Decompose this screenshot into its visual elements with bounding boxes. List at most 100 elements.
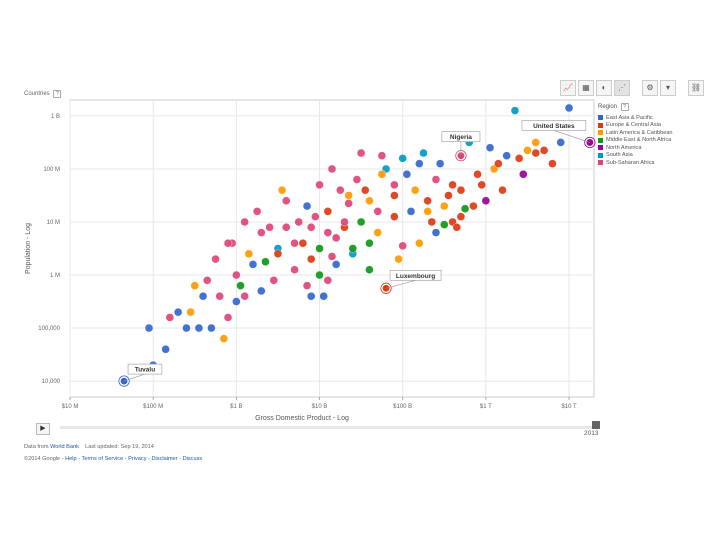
data-point: [531, 138, 540, 147]
data-point: [452, 223, 461, 232]
data-point: [211, 254, 220, 264]
bubble-chart-icon[interactable]: ⋰: [614, 80, 630, 96]
data-point: [481, 196, 491, 205]
help-icon[interactable]: ?: [620, 103, 629, 111]
help-link[interactable]: Help: [65, 456, 77, 462]
data-point: [361, 185, 370, 195]
data-point: [319, 292, 328, 301]
data-point: [223, 238, 233, 248]
data-point: [290, 238, 299, 248]
data-point: [365, 265, 374, 274]
legend-swatch: [598, 160, 603, 166]
data-point: [240, 217, 249, 227]
legend-item[interactable]: South Asia: [598, 152, 673, 160]
footer-links-row: ©2014 Google - Help - Terms of Service -…: [24, 456, 203, 462]
terms-link[interactable]: Terms of Service: [81, 456, 124, 462]
legend-title[interactable]: Region: [598, 104, 618, 110]
legend-swatch: [598, 145, 603, 151]
data-point: [440, 220, 449, 229]
data-point: [498, 185, 507, 195]
data-point: [423, 207, 432, 216]
data-point: [377, 151, 387, 160]
data-point: [198, 292, 208, 301]
data-point: [311, 212, 320, 221]
data-point: [402, 170, 412, 179]
legend-item[interactable]: East Asia & Pacific: [598, 114, 673, 122]
legend-item[interactable]: Europe & Central Asia: [598, 122, 673, 130]
data-point: [365, 238, 374, 248]
data-point: [377, 170, 387, 179]
legend-label: Sub-Saharan Africa: [606, 159, 655, 166]
data-point: [252, 207, 262, 216]
legend-item[interactable]: Sub-Saharan Africa: [598, 159, 673, 167]
disclaimer-link[interactable]: Disclaimer: [151, 456, 178, 462]
footer-source-row: Data from World Bank Last updated: Sep 1…: [24, 444, 154, 450]
data-point: [519, 170, 528, 179]
map-icon[interactable]: ◐: [596, 80, 612, 96]
data-point: [269, 276, 278, 285]
discuss-link[interactable]: Discuss: [182, 456, 203, 462]
data-point: [307, 292, 316, 301]
bar-chart-icon[interactable]: ▦: [578, 80, 594, 96]
data-point: [373, 228, 382, 237]
help-icon[interactable]: ?: [53, 90, 62, 98]
data-point: [232, 270, 241, 280]
legend-swatch: [598, 130, 603, 136]
data-point: [207, 323, 216, 333]
legend-label: Europe & Central Asia: [606, 122, 662, 129]
annotation-box: [127, 363, 163, 375]
world-bank-link[interactable]: World Bank: [50, 444, 79, 450]
data-point: [327, 252, 337, 261]
data-point: [448, 180, 457, 190]
data-point: [282, 196, 291, 205]
data-point: [290, 265, 299, 274]
data-point: [315, 180, 324, 190]
y-tick-label: 100,000: [38, 326, 60, 332]
timeline-slider-handle[interactable]: [592, 421, 600, 429]
settings-icon[interactable]: ⚙: [642, 80, 658, 96]
legend-item[interactable]: Latin America & Caribbean: [598, 129, 673, 137]
data-point: [315, 270, 324, 280]
data-point: [352, 175, 362, 184]
play-button[interactable]: ▶: [36, 423, 50, 435]
last-updated: Last updated: Sep 19, 2014: [85, 444, 154, 450]
data-point: [261, 257, 270, 266]
highlight-ring: [380, 282, 392, 294]
data-point: [356, 148, 366, 158]
data-point: [431, 228, 441, 237]
annotation-label: Luxembourg: [396, 273, 435, 280]
legend: Region ? East Asia & Pacific Europe & Ce…: [598, 103, 673, 167]
privacy-link[interactable]: Privacy: [128, 456, 147, 462]
legend-item[interactable]: North America: [598, 144, 673, 152]
y-tick-label: 1 B: [51, 114, 60, 120]
highlight-ring: [584, 136, 596, 149]
line-chart-icon[interactable]: 📈: [560, 80, 576, 96]
data-point: [294, 217, 303, 227]
data-point: [444, 191, 453, 200]
data-point: [502, 151, 511, 160]
data-point: [419, 148, 428, 158]
countries-label[interactable]: Countries: [24, 91, 50, 97]
data-point: [265, 223, 274, 232]
data-point: [327, 164, 337, 174]
timeline-track[interactable]: [60, 426, 596, 429]
data-point: [473, 170, 482, 179]
annotation-label: United States: [533, 123, 575, 130]
timeline-year: 2013: [584, 430, 599, 437]
data-point: [485, 143, 495, 152]
data-point: [186, 307, 195, 317]
chevron-down-icon[interactable]: ▾: [660, 80, 676, 96]
annotation-box: [521, 120, 587, 131]
data-point: [356, 217, 366, 227]
x-tick-label: $100 M: [143, 404, 163, 410]
data-point: [244, 249, 254, 259]
legend-item[interactable]: Middle East & North Africa: [598, 137, 673, 145]
data-point: [323, 276, 333, 285]
data-point: [556, 138, 565, 147]
link-icon[interactable]: ⛓: [688, 80, 704, 96]
legend-label: East Asia & Pacific: [606, 114, 653, 121]
data-point: [298, 238, 308, 248]
data-point: [331, 233, 341, 243]
data-point: [440, 201, 449, 211]
data-point: [273, 249, 283, 259]
